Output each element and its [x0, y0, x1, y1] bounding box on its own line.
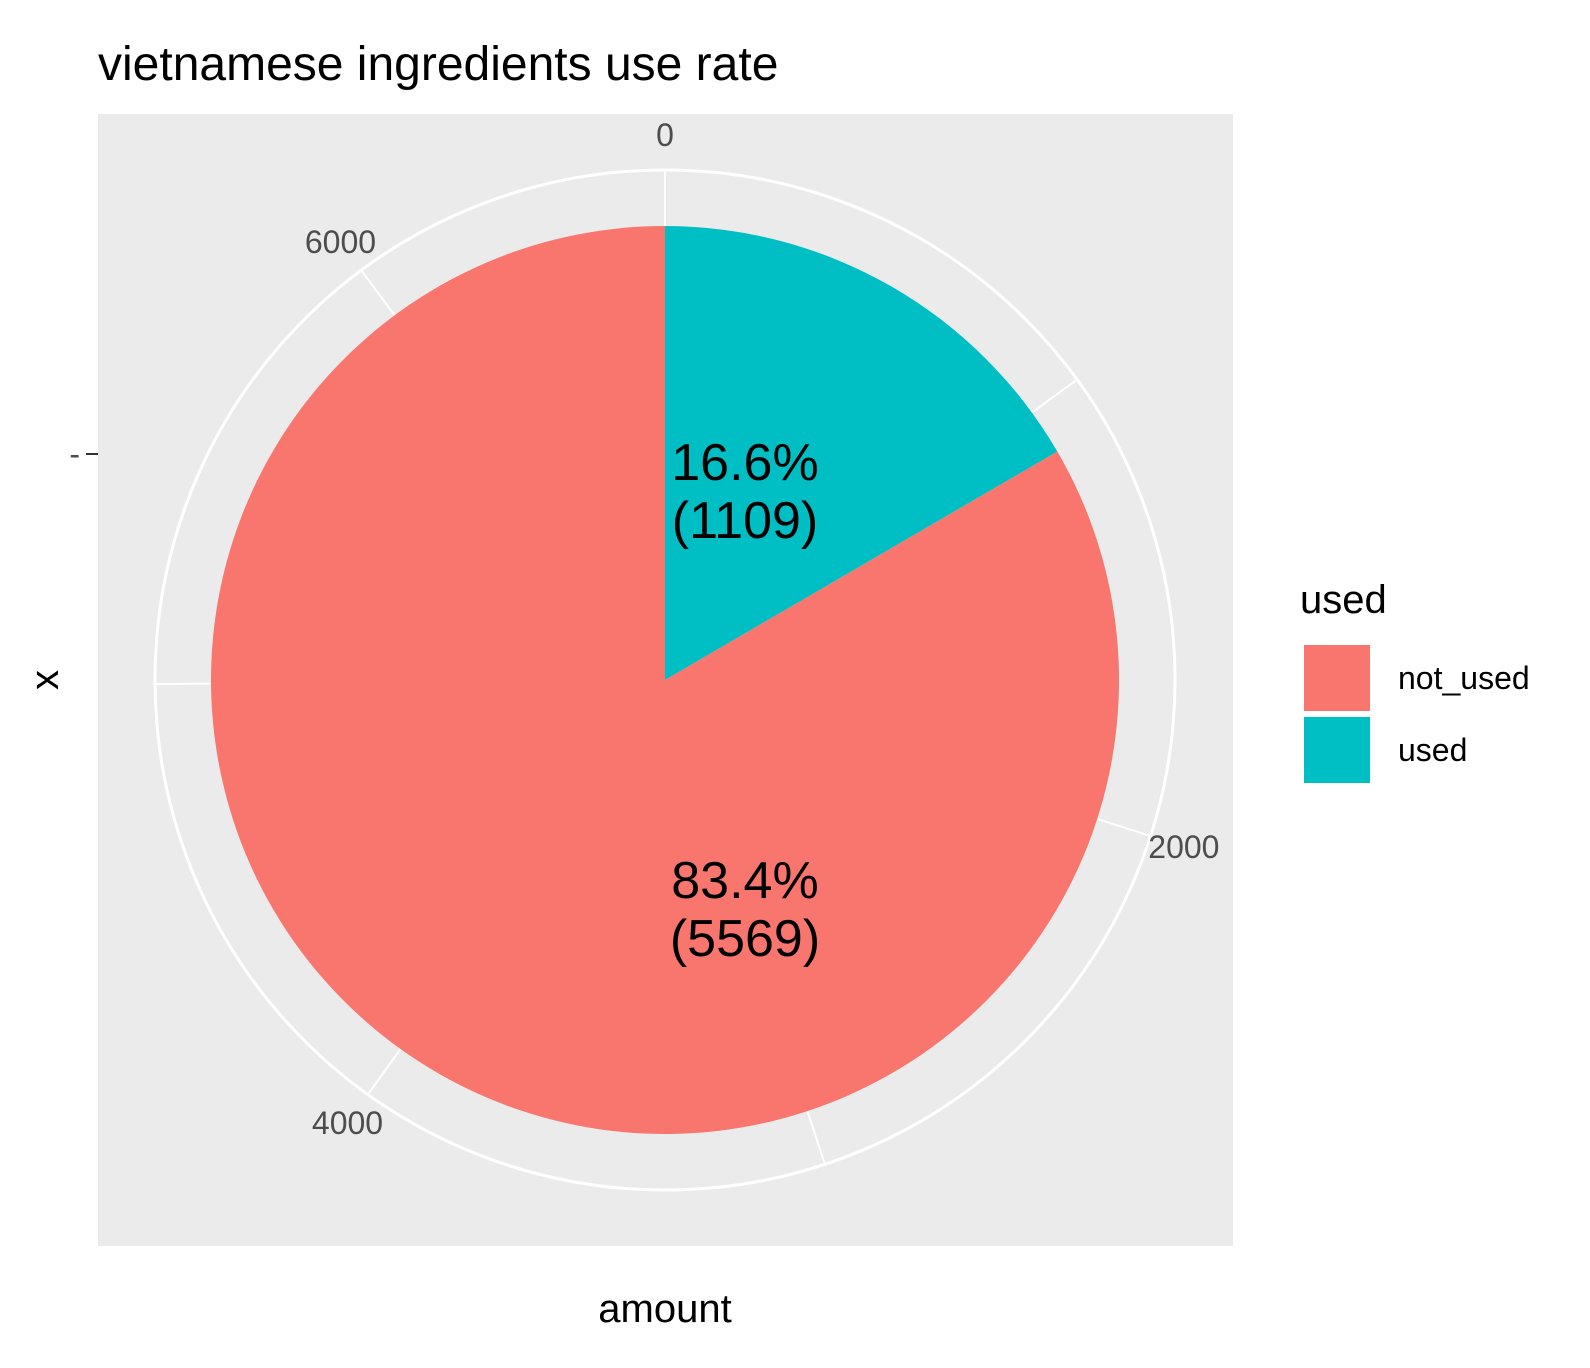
slice-used	[665, 226, 1058, 680]
slice-not-used	[211, 226, 1120, 1134]
legend-swatch-used	[1304, 717, 1370, 783]
grid-spoke-1	[1096, 817, 1151, 837]
slice-count-label-not-used: (5569)	[670, 910, 820, 968]
grid-spoke-2	[367, 1048, 402, 1096]
grid-minor-spoke-1	[806, 1110, 826, 1165]
slice-count-label-used: (1109)	[672, 492, 818, 550]
grid-minor-spoke-0	[1031, 378, 1078, 414]
legend-swatch-not-used	[1304, 645, 1370, 711]
legend-title: used	[1300, 578, 1387, 622]
y-axis-title: x	[23, 670, 67, 690]
radial-tick-label-6000: 6000	[305, 224, 376, 260]
legend-label-used: used	[1398, 732, 1467, 768]
x-axis-title: amount	[598, 1287, 731, 1331]
radial-ticks: 0 2000 4000 6000	[305, 117, 1220, 1141]
slice-percent-label-used: 16.6%	[671, 434, 818, 492]
legend-label-not-used: not_used	[1398, 660, 1530, 696]
polar-grid	[153, 168, 1177, 1192]
y-axis-tick-label: -	[69, 436, 80, 472]
slice-percent-label-not-used: 83.4%	[671, 852, 818, 910]
pie-slices	[211, 226, 1120, 1134]
radial-tick-label-0: 0	[656, 117, 674, 153]
slice-labels: 83.4%(5569) 16.6%(1109)	[670, 434, 820, 968]
grid-spoke-3	[360, 269, 396, 316]
radial-tick-label-4000: 4000	[312, 1105, 383, 1141]
radial-tick-label-2000: 2000	[1148, 829, 1219, 865]
chart-title: vietnamese ingredients use rate	[98, 38, 778, 91]
